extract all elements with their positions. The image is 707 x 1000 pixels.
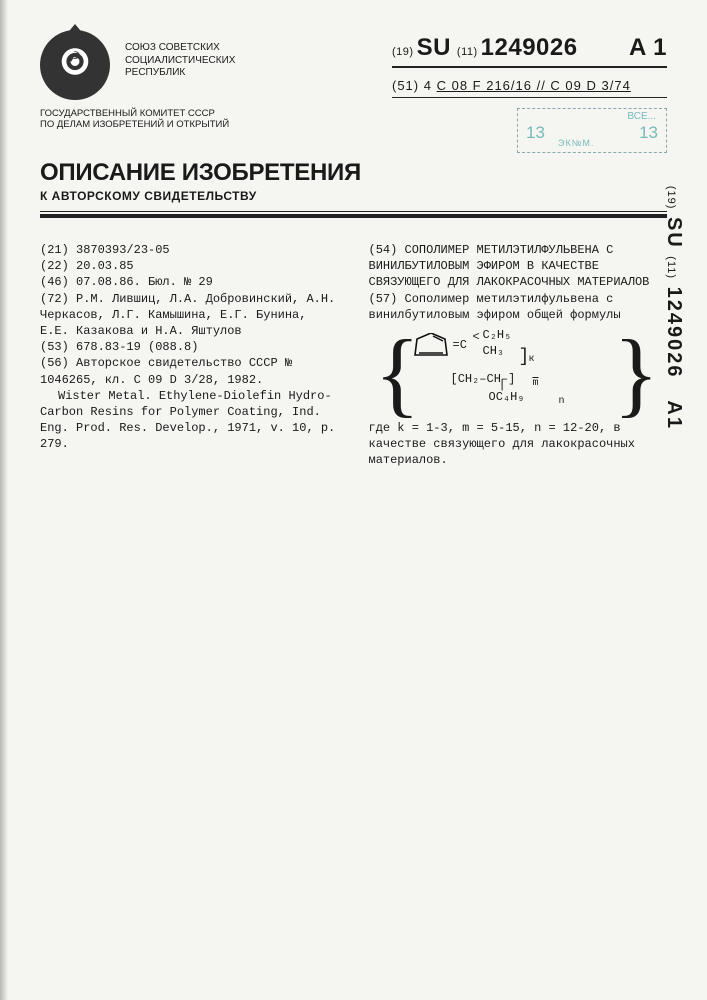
field-53: (53) 678.83-19 (088.8) — [40, 339, 339, 355]
body-columns: (21) 3870393/23-05 (22) 20.03.85 (46) 07… — [40, 242, 667, 469]
issuer-line: ПО ДЕЛАМ ИЗОБРЕТЕНИЙ И ОТКРЫТИЙ — [40, 119, 300, 130]
horizontal-rule — [40, 214, 667, 218]
chemical-formula: { } =C < C₂H₅ CH₃ ] к [CH₂–CH–] m | OC₄H… — [381, 329, 668, 414]
field-56-citation: (56) Авторское свидетельство СССР № 1046… — [40, 355, 339, 387]
side-publication-number: (19) SU (11) 1249026 A1 — [662, 186, 685, 430]
ussr-emblem-icon — [40, 30, 110, 100]
document-subtitle: К АВТОРСКОМУ СВИДЕТЕЛЬСТВУ — [40, 189, 667, 203]
formula-oc: OC₄H₉ — [489, 389, 525, 405]
issuing-authority: ГОСУДАРСТВЕННЫЙ КОМИТЕТ СССР ПО ДЕЛАМ ИЗ… — [40, 108, 300, 131]
country-code: SU — [417, 34, 451, 62]
inid-11: (11) — [665, 256, 677, 279]
kind-code: A 1 — [629, 34, 667, 62]
issuer-line: ГОСУДАРСТВЕННЫЙ КОМИТЕТ СССР — [40, 108, 300, 119]
inid-19: (19) — [392, 46, 414, 58]
union-line: СОЦИАЛИСТИЧЕСКИХ — [125, 55, 362, 68]
stamp-small-text: ВСЕ... — [627, 111, 656, 122]
doc-number: 1249026 — [481, 34, 578, 62]
stamp-tail: ЭК№М. — [558, 138, 594, 148]
formula-frag: < — [473, 329, 480, 345]
doc-number: 1249026 — [663, 287, 685, 379]
title-block: ОПИСАНИЕ ИЗОБРЕТЕНИЯ К АВТОРСКОМУ СВИДЕТ… — [40, 159, 667, 203]
formula-eq: =C — [453, 337, 467, 353]
page-edge-shadow — [0, 0, 8, 1000]
stamp-number: 13 — [526, 123, 545, 143]
field-22: (22) 20.03.85 — [40, 258, 339, 274]
field-54-title: (54) СОПОЛИМЕР МЕТИЛЭТИЛФУЛЬВЕНА С ВИНИЛ… — [369, 242, 668, 291]
inid-51: (51) 4 — [392, 78, 432, 93]
publication-box: (19) SU (11) 1249026 A 1 (51) 4 С 08 F 2… — [392, 30, 667, 98]
country-code: SU — [663, 217, 685, 249]
formula-upper: C₂H₅ — [483, 327, 512, 343]
left-column: (21) 3870393/23-05 (22) 20.03.85 (46) 07… — [40, 242, 339, 469]
kind-code: A1 — [663, 400, 685, 430]
stamp-number: 13 — [639, 123, 658, 143]
union-name: СОЮЗ СОВЕТСКИХ СОЦИАЛИСТИЧЕСКИХ РЕСПУБЛИ… — [125, 30, 362, 80]
header-top-row: СОЮЗ СОВЕТСКИХ СОЦИАЛИСТИЧЕСКИХ РЕСПУБЛИ… — [40, 30, 667, 100]
registry-stamp: ВСЕ... 13 13 ЭК№М. — [517, 108, 667, 153]
ipc-codes: С 08 F 216/16 // C 09 D 3/74 — [437, 78, 631, 93]
horizontal-rule — [40, 211, 667, 212]
formula-sub-k: к — [529, 353, 535, 367]
formula-sub-m: m — [533, 377, 539, 391]
union-line: РЕСПУБЛИК — [125, 67, 362, 80]
publication-number: (19) SU (11) 1249026 A 1 — [392, 34, 667, 68]
field-21: (21) 3870393/23-05 — [40, 242, 339, 258]
ipc-classification: (51) 4 С 08 F 216/16 // C 09 D 3/74 — [392, 78, 667, 98]
formula-lower: CH₃ — [483, 343, 505, 359]
field-46: (46) 07.08.86. Бюл. № 29 — [40, 274, 339, 290]
brace-left-icon: { — [375, 309, 421, 437]
formula-sub-n: n — [559, 395, 565, 409]
document-title: ОПИСАНИЕ ИЗОБРЕТЕНИЯ — [40, 159, 667, 187]
cyclopentadiene-ring-icon — [411, 333, 451, 357]
inid-19: (19) — [665, 186, 677, 210]
field-72-inventors: (72) Р.М. Лившиц, Л.А. Добровинский, А.Н… — [40, 291, 339, 340]
right-column: (54) СОПОЛИМЕР МЕТИЛЭТИЛФУЛЬВЕНА С ВИНИЛ… — [369, 242, 668, 469]
issuer-row: ГОСУДАРСТВЕННЫЙ КОМИТЕТ СССР ПО ДЕЛАМ ИЗ… — [40, 108, 667, 153]
brace-right-icon: } — [613, 309, 659, 437]
inid-11: (11) — [457, 46, 478, 58]
union-line: СОЮЗ СОВЕТСКИХ — [125, 42, 362, 55]
field-56-citation: Wister Metal. Ethylene-Diolefin Hydro-Сa… — [40, 388, 339, 453]
